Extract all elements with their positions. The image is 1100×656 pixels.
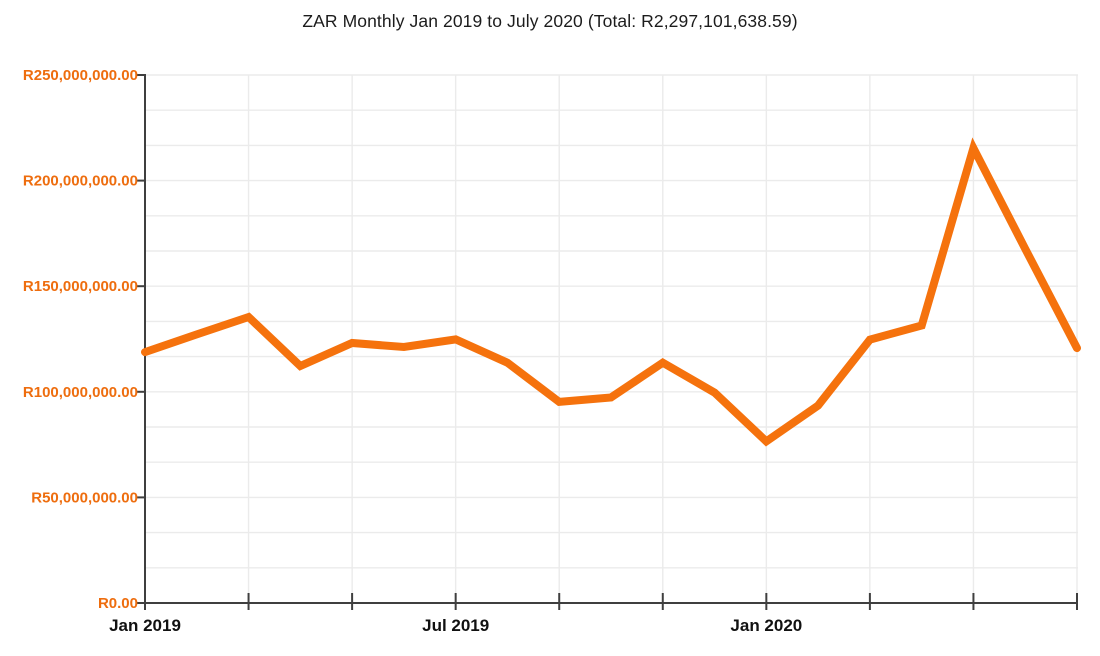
x-axis-ticks <box>144 593 1078 610</box>
data-line-zar-monthly <box>141 137 1081 447</box>
horizontal-gridlines <box>145 74 1078 569</box>
y-tick-label: R0.00 <box>98 595 138 612</box>
data-series <box>141 137 1081 447</box>
chart-title: ZAR Monthly Jan 2019 to July 2020 (Total… <box>302 11 798 31</box>
x-tick-label: Jul 2019 <box>422 616 489 635</box>
axis-lines <box>143 75 1078 604</box>
y-tick-label: R200,000,000.00 <box>23 173 138 190</box>
x-tick-label: Jan 2019 <box>109 616 181 635</box>
y-tick-label: R250,000,000.00 <box>23 67 138 84</box>
y-tick-label: R150,000,000.00 <box>23 278 138 295</box>
x-axis-labels: Jan 2019 Jul 2019 Jan 2020 <box>109 616 802 635</box>
y-axis-labels: R0.00 R50,000,000.00 R100,000,000.00 R150,0… <box>23 67 138 612</box>
vertical-gridlines <box>247 75 1078 603</box>
y-tick-label: R50,000,000.00 <box>31 489 138 506</box>
y-tick-label: R100,000,000.00 <box>23 384 138 401</box>
x-tick-label: Jan 2020 <box>730 616 802 635</box>
